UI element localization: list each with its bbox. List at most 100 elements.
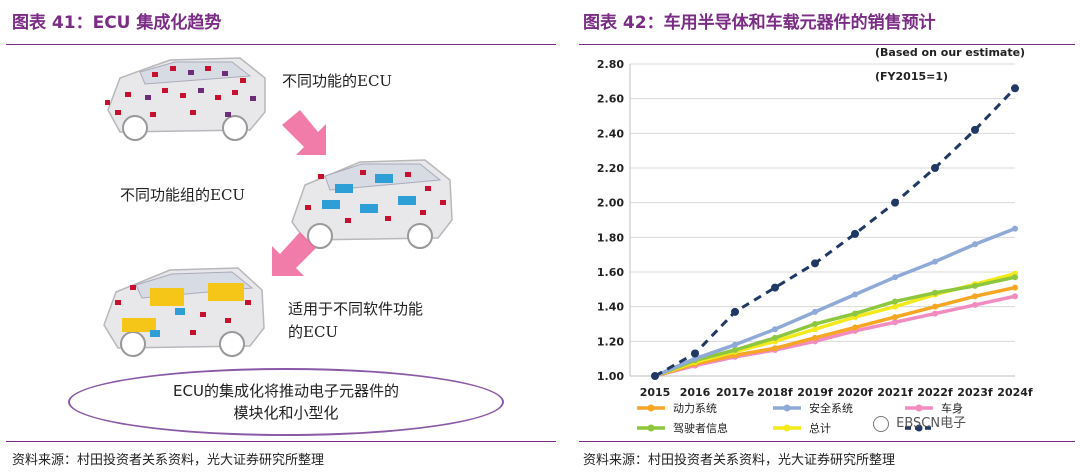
callout-line2: 模块化和小型化 — [233, 404, 339, 422]
series-line — [654, 87, 1017, 378]
data-point — [852, 310, 858, 317]
x-tick-label: 2019f — [797, 386, 833, 399]
y-tick-label: 2.80 — [597, 58, 624, 71]
car-icon-distributed-ecu — [105, 57, 266, 141]
legend-label: 驾驶者信息 — [673, 421, 728, 435]
data-point — [1012, 284, 1018, 291]
chart-note-estimate: (Based on our estimate) — [875, 46, 1025, 59]
data-point — [852, 324, 858, 331]
y-tick-label: 2.00 — [597, 197, 624, 210]
y-tick-label: 2.60 — [597, 93, 624, 106]
data-point — [772, 334, 778, 341]
data-point — [651, 372, 659, 380]
y-tick-label: 2.20 — [597, 162, 624, 175]
series-line — [654, 285, 1016, 378]
wechat-icon — [873, 415, 889, 432]
y-tick-label: 1.40 — [597, 301, 624, 314]
legend-label: 车身 — [941, 401, 963, 415]
left-panel-title: 图表 41：ECU 集成化趋势 — [12, 13, 222, 33]
legend-label: 安全系统 — [809, 401, 853, 415]
legend-swatch-marker — [647, 424, 655, 432]
data-point — [892, 274, 898, 281]
data-point — [812, 308, 818, 315]
label-software-ecu-line1: 适用于不同软件功能 — [288, 300, 424, 318]
x-tick-label: 2023f — [957, 386, 993, 399]
data-point — [932, 310, 938, 317]
legend-swatch-marker — [647, 404, 655, 412]
y-tick-label: 2.40 — [597, 127, 624, 140]
car-icon-software-ecu — [103, 267, 265, 357]
legend-entry: 驾驶者信息 — [637, 421, 728, 435]
data-point — [771, 283, 779, 292]
right-panel-title: 图表 42：车用半导体和车载元器件的销售预计 — [583, 13, 936, 33]
x-tick-label: 2024f — [997, 386, 1033, 399]
data-point — [932, 289, 938, 296]
data-point — [931, 164, 939, 172]
data-point — [971, 125, 979, 134]
y-tick-label: 1.60 — [597, 266, 624, 279]
x-tick-label: 2021f — [877, 386, 913, 399]
legend-label: 总计 — [809, 421, 831, 435]
data-point — [972, 241, 978, 248]
data-point — [932, 303, 938, 310]
data-point — [851, 229, 859, 238]
ecu-illustration — [103, 57, 453, 357]
label-software-ecu-line2: 的ECU — [288, 323, 339, 341]
series-line — [654, 227, 1016, 378]
car-icon-grouped-ecu — [291, 159, 453, 249]
legend-swatch-marker — [915, 424, 923, 432]
data-point — [932, 258, 938, 265]
chart-note-base-year: (FY2015=1) — [875, 70, 948, 83]
y-tick-label: 1.00 — [597, 370, 624, 383]
data-point — [811, 259, 819, 268]
y-tick-label: 1.80 — [597, 231, 624, 244]
data-point — [1012, 225, 1018, 232]
data-point — [972, 282, 978, 289]
left-title-rule — [6, 44, 556, 45]
data-point — [1012, 274, 1018, 281]
arrow-down-left-icon — [272, 232, 316, 276]
right-source-rule — [579, 441, 1075, 442]
x-tick-label: 2016 — [680, 386, 711, 399]
data-point — [732, 341, 738, 348]
data-point — [892, 319, 898, 326]
legend-entry: 车身 — [905, 401, 963, 415]
right-panel: 图表 42：车用半导体和车载元器件的销售预计 1.00 1.20 1.40 1.60 1… — [575, 0, 1080, 473]
data-point — [891, 198, 899, 207]
data-point — [812, 326, 818, 333]
legend-entry — [905, 424, 933, 432]
data-point — [852, 291, 858, 298]
legend-entry: 动力系统 — [637, 402, 717, 415]
watermark: EBSCN电子 — [873, 412, 966, 432]
left-source-rule — [6, 441, 556, 442]
arrow-down-right-icon — [282, 110, 326, 155]
data-point — [732, 347, 738, 353]
legend-label: 动力系统 — [673, 402, 717, 415]
integration-callout: ECU的集成化将推动电子元器件的 模块化和小型化 — [68, 368, 504, 436]
sales-forecast-chart: 1.00 1.20 1.40 1.60 1.80 2.00 2.20 2.40 2.60 2.80… — [575, 46, 1080, 441]
left-panel: 图表 41：ECU 集成化趋势 — [6, 13, 556, 468]
data-point — [731, 307, 739, 316]
watermark-text: EBSCN电子 — [896, 416, 967, 431]
legend-entry: 总计 — [773, 421, 831, 435]
data-point — [972, 301, 978, 308]
data-point — [772, 345, 778, 352]
data-point — [892, 314, 898, 321]
legend-swatch-marker — [915, 404, 923, 412]
data-point — [691, 349, 699, 358]
x-tick-label: 2015 — [640, 386, 671, 399]
data-point — [812, 321, 818, 327]
legend-swatch-marker — [783, 404, 791, 412]
data-point — [972, 293, 978, 300]
series-line — [654, 275, 1016, 378]
legend-entry: 安全系统 — [773, 401, 853, 415]
x-tick-label: 2020f — [837, 386, 873, 399]
right-source: 资料来源：村田投资者关系资料，光大证券研究所整理 — [583, 453, 896, 468]
left-source: 资料来源：村田投资者关系资料，光大证券研究所整理 — [12, 453, 325, 468]
x-tick-label: 2018f — [757, 386, 793, 399]
label-grouped-ecu: 不同功能组的ECU — [120, 186, 246, 204]
y-tick-label: 1.20 — [597, 335, 624, 348]
callout-line1: ECU的集成化将推动电子元器件的 — [173, 382, 399, 400]
data-point — [812, 334, 818, 341]
x-tick-label: 2022f — [917, 386, 953, 399]
